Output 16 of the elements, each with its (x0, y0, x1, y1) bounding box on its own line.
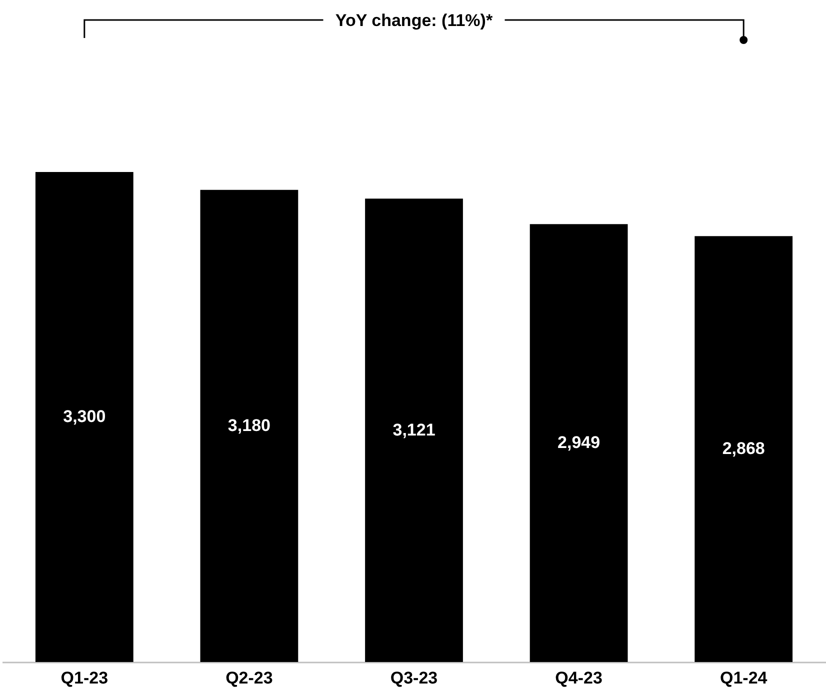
data-label: 2,949 (558, 433, 600, 452)
x-tick-label: Q2-23 (226, 668, 273, 688)
x-tick-label: Q3-23 (390, 668, 438, 688)
data-label: 3,300 (63, 407, 106, 426)
x-tick-label: Q1-23 (60, 668, 108, 688)
bar (365, 198, 463, 662)
data-label: 3,121 (392, 420, 436, 440)
bar (530, 224, 628, 662)
bar (200, 190, 298, 662)
data-label: 3,180 (228, 416, 270, 435)
bar (35, 172, 134, 662)
text: YoY change: (11%)* (335, 11, 493, 30)
x-tick-label: Q4-23 (555, 668, 602, 688)
data-label: 2,868 (722, 439, 765, 458)
bar (694, 236, 793, 662)
x-tick-label: Q1-24 (720, 668, 768, 688)
